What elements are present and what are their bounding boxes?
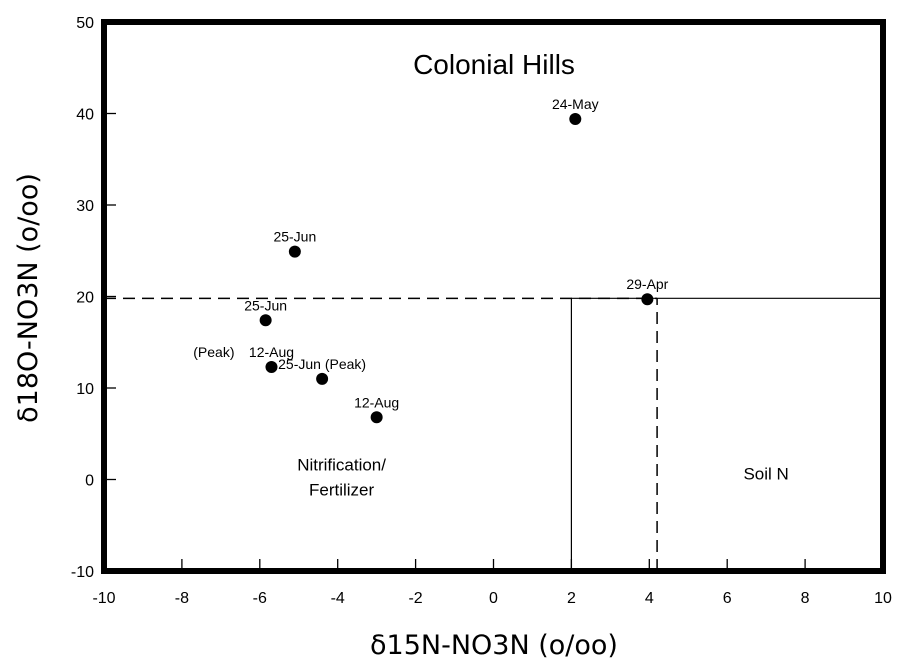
y-tick-label: 50 [76,15,94,32]
point-label: 12-Aug [354,394,399,410]
y-axis-title: δ18O-NO3N (o/oo) [13,173,44,423]
region-label: Soil N [743,465,788,484]
point-label: 24-May [552,96,599,112]
y-tick-label: 10 [76,381,94,398]
y-tick-label: 0 [85,473,94,490]
point-label-prefix: (Peak) [193,344,234,360]
plot-frame [101,19,886,574]
data-point [370,411,383,424]
y-tick-label: 20 [76,290,94,307]
data-points [259,112,654,424]
data-point [259,314,272,327]
x-tick-label: -4 [331,590,345,607]
point-label: 25-Jun (Peak) [278,356,366,372]
data-point [641,293,654,306]
data-point [265,360,278,373]
point-label: 25-Jun [273,229,316,245]
point-label: 29-Apr [626,276,668,292]
x-tick-label: -8 [175,590,189,607]
reference-lines [104,297,883,571]
y-tick-label: 40 [76,107,94,124]
region-label: Fertilizer [309,480,375,499]
point-labels: 24-May 25-Jun 25-Jun 29-Apr 12-Aug (Peak) 25-J… [193,96,668,410]
x-tick-label: 8 [801,590,810,607]
point-label: 25-Jun [244,297,287,313]
axis-ticks: -10 -8 -6 -4 -2 0 2 4 6 8 10 -10 0 10 20 30 40 50 [71,15,892,607]
x-tick-label: -6 [253,590,267,607]
y-tick-label: -10 [71,564,94,581]
chart-title: Colonial Hills [413,49,575,80]
y-tick-label: 30 [76,198,94,215]
x-tick-label: 6 [723,590,732,607]
x-axis-title: δ15N-NO3N (o/oo) [370,630,618,661]
x-tick-label: 2 [567,590,576,607]
x-tick-label: 10 [874,590,892,607]
region-label: Nitrification/ [297,455,386,474]
data-point [316,372,329,385]
x-tick-label: -10 [92,590,115,607]
x-tick-label: 0 [489,590,498,607]
point-label: 12-Aug [249,344,294,360]
region-labels: Nitrification/Fertilizer Soil N [297,455,789,499]
data-point [569,112,582,125]
data-point [288,245,301,258]
x-tick-label: 4 [645,590,654,607]
x-tick-label: -2 [408,590,422,607]
